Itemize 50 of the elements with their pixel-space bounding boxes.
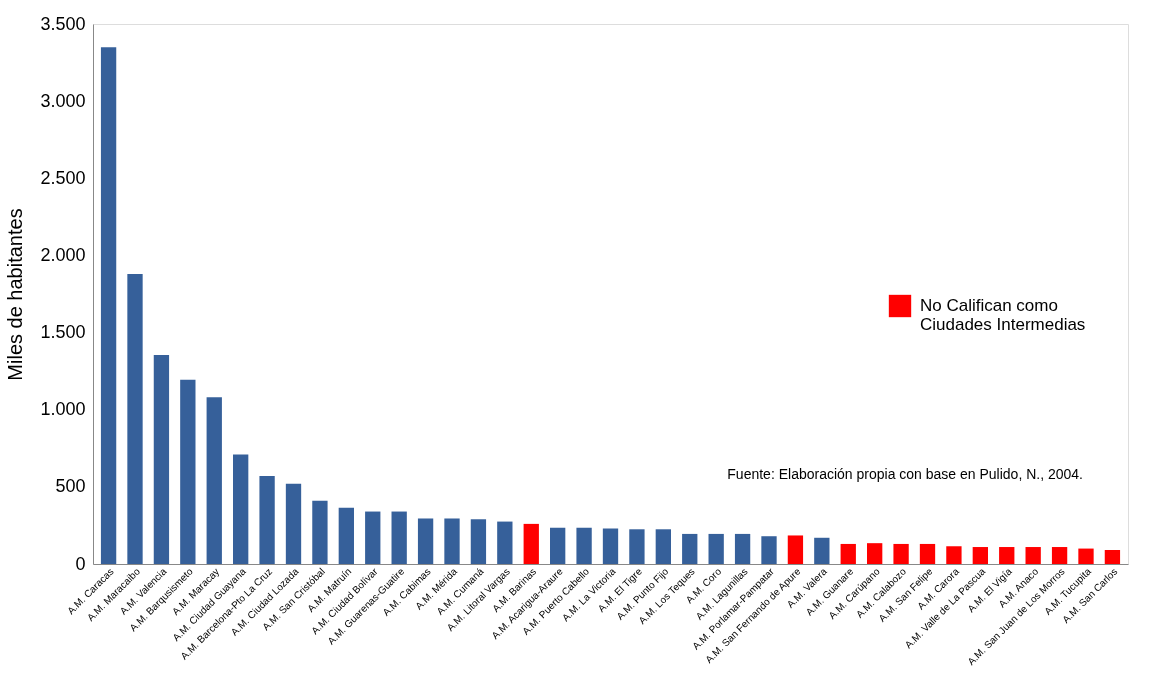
y-tick-label: 2.500 xyxy=(40,167,86,188)
bar xyxy=(206,397,222,564)
bar xyxy=(391,511,407,564)
bar xyxy=(312,500,328,564)
bar xyxy=(972,547,988,564)
bar xyxy=(602,528,619,564)
bar xyxy=(867,543,883,564)
y-tick-label: 3.500 xyxy=(40,13,86,34)
bar xyxy=(523,523,539,564)
y-tick-label: 2.000 xyxy=(40,244,86,265)
y-tick-label: 1.000 xyxy=(40,399,86,420)
bar xyxy=(470,519,487,564)
bar xyxy=(1104,550,1121,564)
bar xyxy=(1051,547,1068,564)
bar xyxy=(761,536,777,564)
bar xyxy=(1078,548,1094,564)
y-tick-label: 3.000 xyxy=(40,90,86,111)
bar xyxy=(946,546,962,564)
bar xyxy=(417,518,434,564)
bar xyxy=(655,529,671,564)
bar xyxy=(787,535,804,564)
bar xyxy=(734,533,751,564)
bar xyxy=(629,529,645,564)
bar xyxy=(576,527,592,564)
bar xyxy=(180,379,196,564)
bar xyxy=(153,354,170,564)
bar xyxy=(259,476,275,564)
legend-label: No Califican como Ciudades Intermedias xyxy=(920,296,1086,334)
annotation: Fuente: Elaboración propia con base en Pulido, N., 2004. xyxy=(727,466,1083,482)
bar xyxy=(444,518,460,564)
bar xyxy=(127,273,143,564)
bar xyxy=(365,511,381,564)
bar xyxy=(497,521,513,564)
bar xyxy=(999,547,1015,564)
bar xyxy=(100,47,117,564)
bar xyxy=(708,533,724,564)
bar xyxy=(814,537,830,564)
bar xyxy=(893,543,909,564)
y-axis-title: Miles de habitantes xyxy=(4,208,27,381)
y-tick-label: 500 xyxy=(55,476,86,497)
bar xyxy=(338,507,354,564)
y-tick-label: 0 xyxy=(75,553,86,574)
bar xyxy=(840,543,856,564)
bar xyxy=(550,527,566,564)
bar xyxy=(233,454,249,564)
bar xyxy=(285,483,302,564)
y-tick-label: 1.500 xyxy=(40,322,86,343)
bar xyxy=(919,543,936,564)
bar xyxy=(682,533,698,564)
bar xyxy=(1025,547,1041,564)
